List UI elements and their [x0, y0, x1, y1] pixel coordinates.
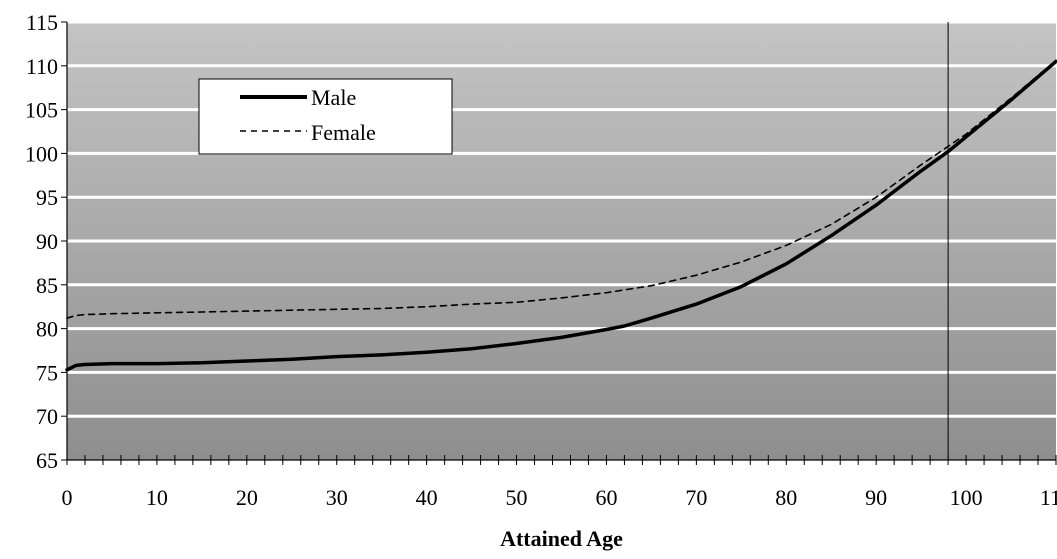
- y-tick-label-2: 75: [36, 360, 58, 385]
- legend-label-male: Male: [311, 85, 356, 110]
- series-line-female: [66, 59, 1057, 319]
- x-tick-label-10: 100: [950, 485, 983, 510]
- x-tick-label-3: 30: [326, 485, 348, 510]
- x-tick-label-6: 60: [595, 485, 617, 510]
- y-tick-label-10: 115: [26, 10, 58, 35]
- x-tick-label-7: 70: [685, 485, 707, 510]
- legend-label-female: Female: [311, 120, 376, 145]
- y-tick-label-7: 100: [25, 141, 58, 166]
- x-tick-label-0: 0: [62, 485, 73, 510]
- x-tick-label-5: 50: [506, 485, 528, 510]
- y-tick-label-9: 110: [26, 54, 58, 79]
- x-tick-label-2: 20: [236, 485, 258, 510]
- x-ticks: 0 10 20 30 40 50 60 70 80 90 100 110: [62, 455, 1057, 510]
- y-ticks: 65 70 75 80 85 90 95 100 105 110 115: [25, 10, 67, 473]
- x-tick-label-4: 40: [416, 485, 438, 510]
- series-line-male: [65, 59, 1057, 372]
- legend: Male Female: [198, 78, 453, 155]
- y-tick-label-1: 70: [36, 404, 58, 429]
- legend-box: [198, 78, 453, 155]
- x-axis-title: Attained Age: [500, 526, 623, 551]
- y-tick-label-3: 80: [36, 317, 58, 342]
- y-tick-label-5: 90: [36, 229, 58, 254]
- x-tick-label-8: 80: [775, 485, 797, 510]
- y-tick-label-8: 105: [25, 98, 58, 123]
- x-tick-label-11: 110: [1040, 485, 1057, 510]
- series-group: [65, 59, 1057, 372]
- y-tick-label-6: 95: [36, 185, 58, 210]
- y-tick-label-0: 65: [36, 448, 58, 473]
- y-tick-label-4: 85: [36, 273, 58, 298]
- x-tick-label-1: 10: [146, 485, 168, 510]
- x-tick-label-9: 90: [865, 485, 887, 510]
